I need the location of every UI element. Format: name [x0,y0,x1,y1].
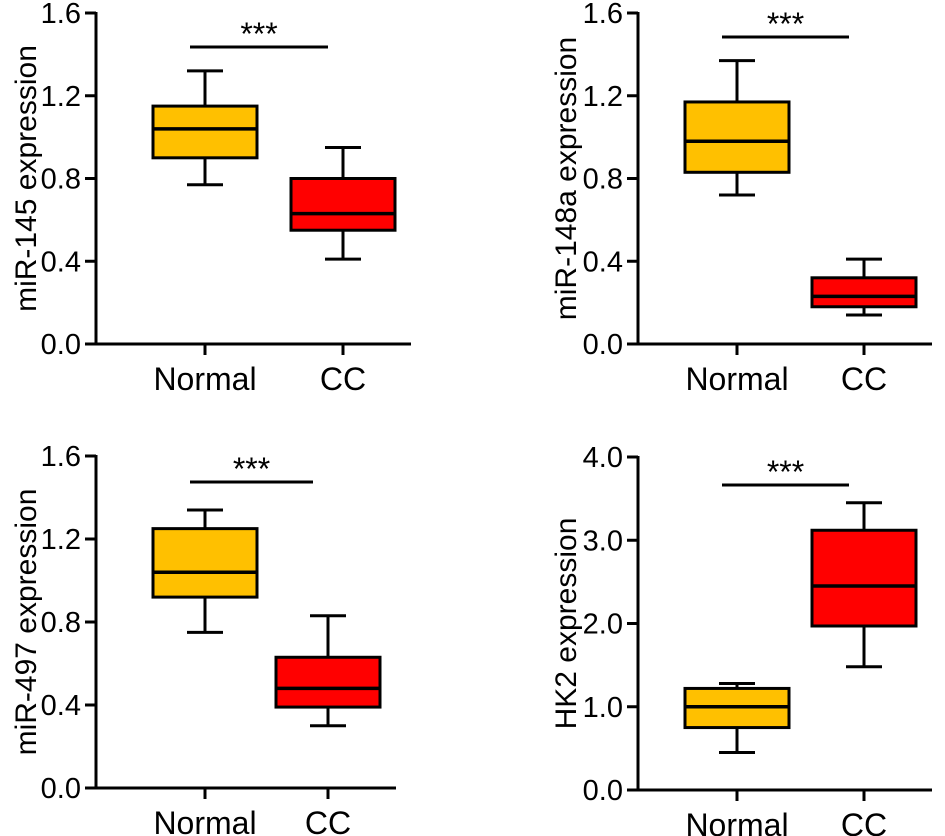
y-tick-label: 0.8 [41,164,81,196]
box-normal [683,681,791,755]
y-tick-label: 0.8 [583,164,623,196]
box-normal [151,69,259,187]
y-tick-label: 1.2 [583,81,623,113]
significance-label: *** [233,451,270,487]
box-body [274,655,382,709]
y-axis-label: miR-145 expression [10,45,43,312]
y-tick-label: 0.0 [583,329,623,361]
y-tick-label: 2.0 [583,609,623,641]
box-cc [810,257,918,317]
y-tick-label: 1.0 [583,692,623,724]
y-axis-label: miR-497 expression [10,489,43,756]
y-tick-label: 1.6 [41,441,81,473]
box-body [683,100,791,174]
y-tick-label: 0.8 [41,607,81,639]
y-axis-label: miR-148a expression [550,37,583,320]
x-tick-label: Normal [153,361,256,397]
box-body [151,527,259,599]
box-body [151,104,259,160]
significance-label: *** [767,454,804,490]
box-normal [151,508,259,634]
y-tick-label: 0.0 [41,329,81,361]
x-tick-label: Normal [685,807,788,836]
x-tick-label: CC [841,361,887,397]
y-tick-label: 0.0 [583,775,623,807]
y-tick-label: 1.2 [41,81,81,113]
y-tick-label: 4.0 [583,442,623,474]
box-normal [683,59,791,197]
box-cc [289,145,397,261]
x-tick-label: CC [320,361,366,397]
significance-label: *** [240,16,277,52]
y-tick-label: 0.4 [583,246,623,278]
box-body [810,528,918,628]
chart-panel-2: 0.0 0.4 0.8 1.2 1.6 Normal CC miR-148a expressi… [550,0,932,397]
y-tick-label: 1.6 [41,0,81,30]
x-tick-label: Normal [153,805,256,836]
x-tick-label: CC [305,805,351,836]
chart-panel-1: 0.0 0.4 0.8 1.2 1.6 Normal CC miR-145 expressio… [10,0,411,397]
chart-panel-4: 0.0 1.0 2.0 3.0 4.0 Normal CC HK2 expression *** [550,442,932,836]
y-tick-label: 1.6 [583,0,623,30]
chart-panel-3: 0.0 0.4 0.8 1.2 1.6 Normal CC miR-497 expressio… [10,441,396,836]
y-tick-label: 0.0 [41,773,81,805]
y-tick-label: 1.2 [41,524,81,556]
y-tick-label: 0.4 [41,690,81,722]
x-tick-label: CC [841,807,887,836]
box-cc [810,501,918,669]
y-tick-label: 3.0 [583,525,623,557]
y-tick-label: 0.4 [41,246,81,278]
significance-label: *** [767,6,804,42]
box-cc [274,614,382,728]
x-tick-label: Normal [685,361,788,397]
y-axis-label: HK2 expression [550,518,583,730]
box-body [810,276,918,309]
box-body [289,177,397,232]
